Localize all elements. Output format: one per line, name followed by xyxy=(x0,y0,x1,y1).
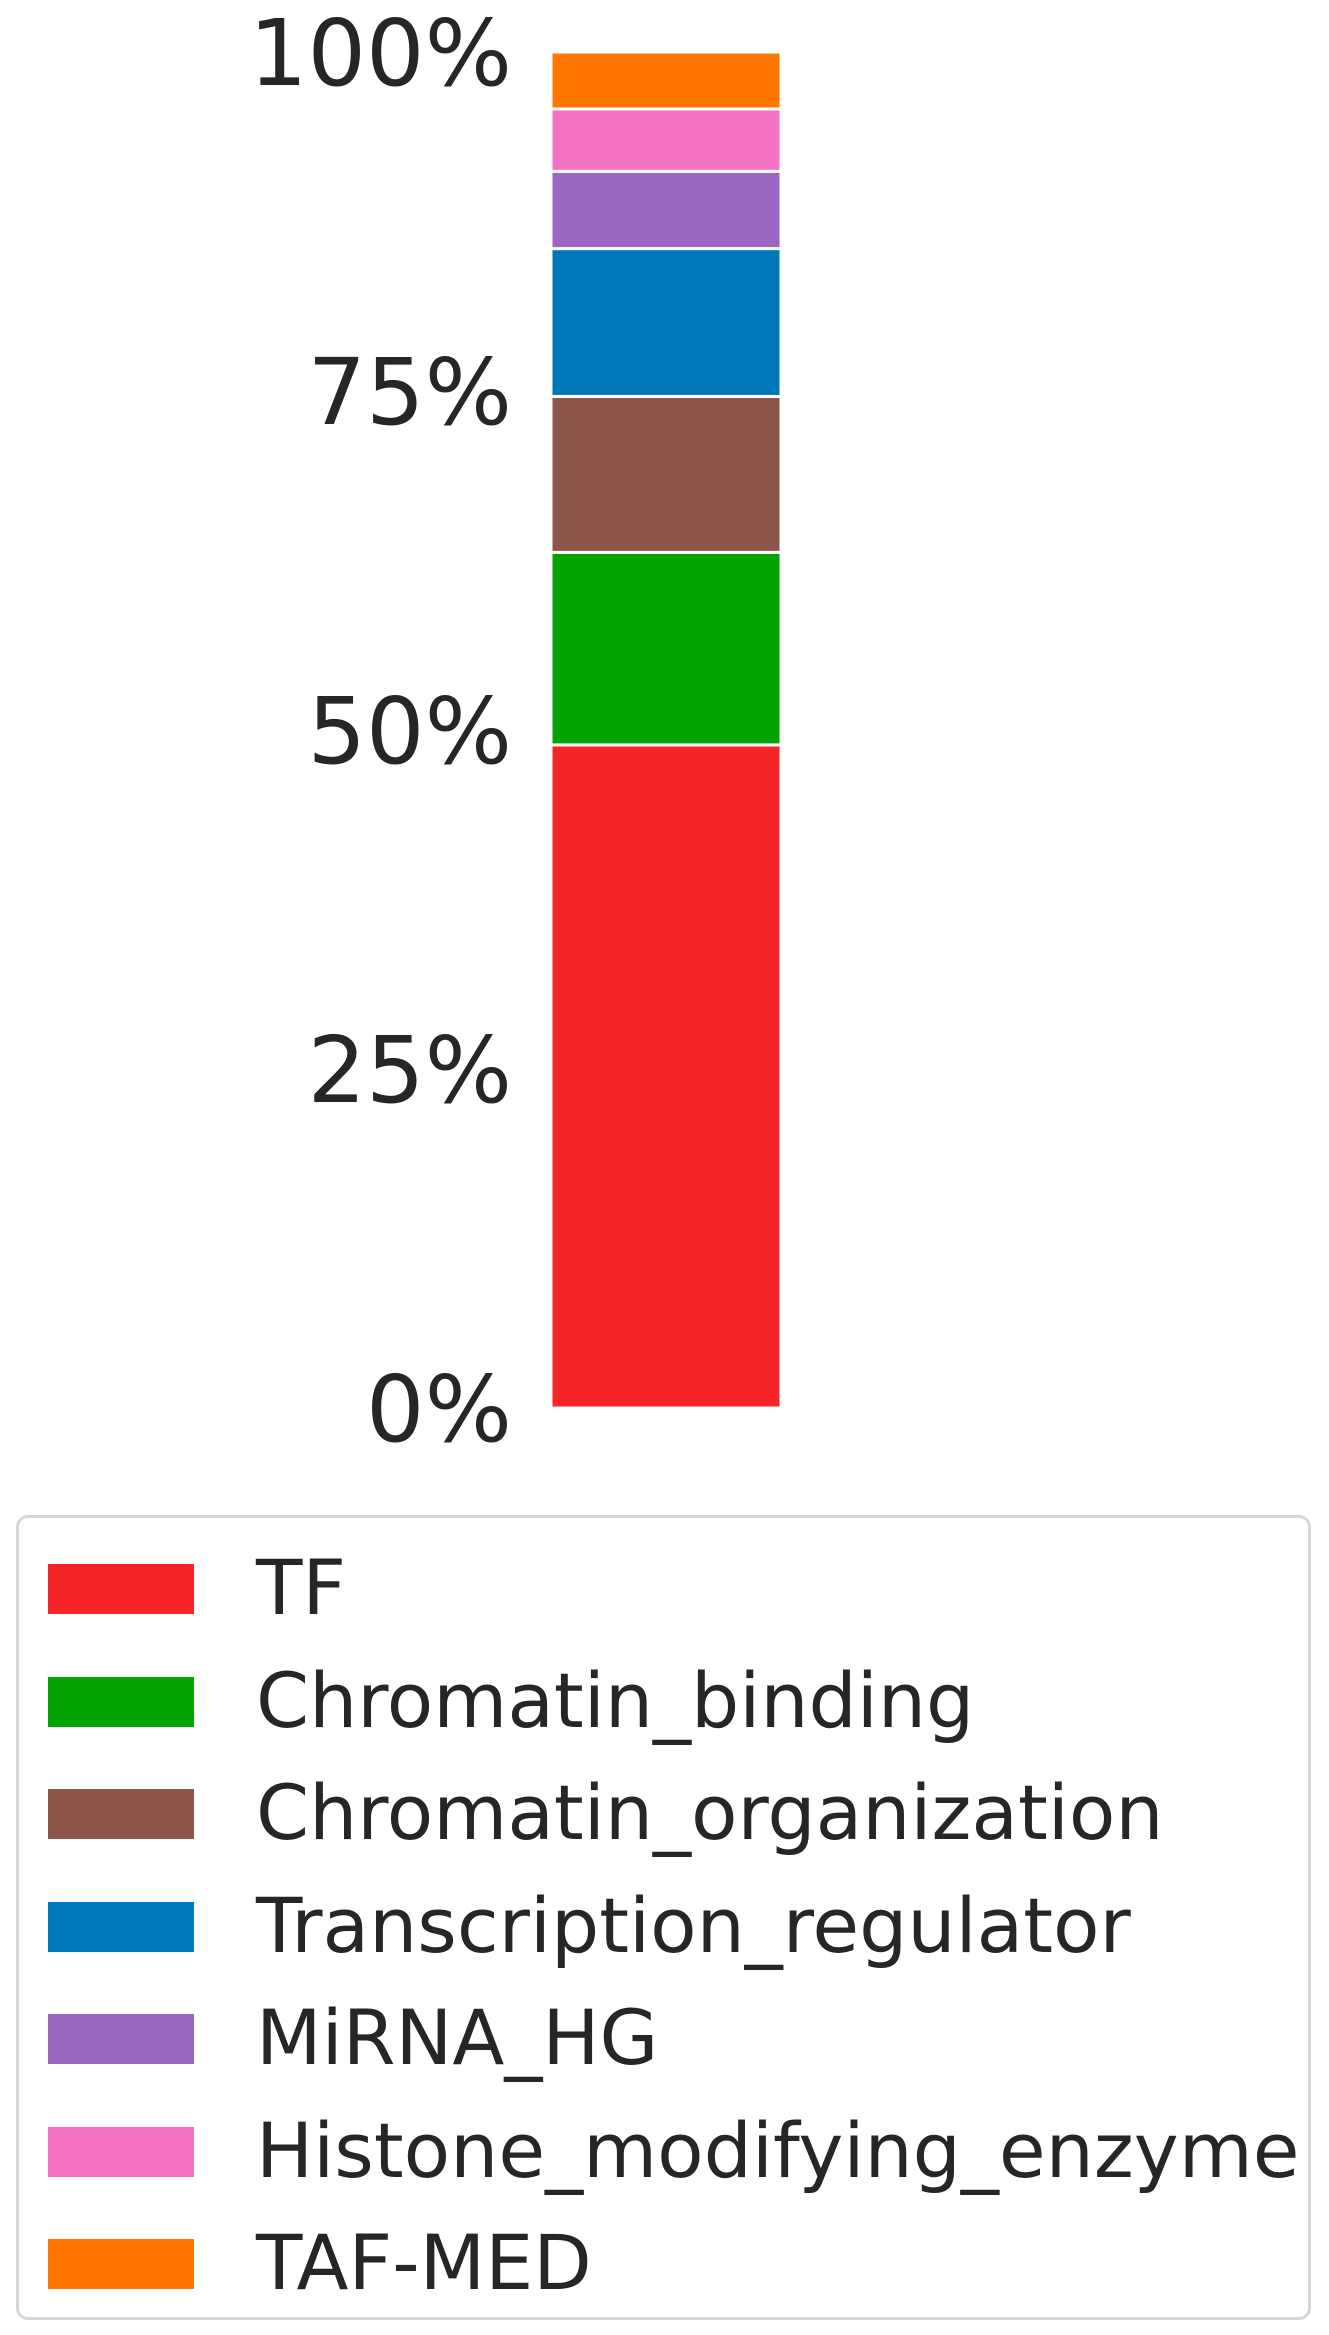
legend-label: TAF-MED xyxy=(256,2218,592,2307)
legend-item: Chromatin_organization xyxy=(19,1763,1308,1863)
bar-segment-transcription-regulator xyxy=(549,247,783,398)
legend-label: Histone_modifying_enzyme xyxy=(256,2105,1300,2195)
legend-item: Histone_modifying_enzyme xyxy=(19,2101,1308,2201)
legend-swatch xyxy=(48,1901,194,1952)
y-tick-label: 50% xyxy=(308,678,512,785)
legend-label: Transcription_regulator xyxy=(256,1880,1131,1970)
legend: TF Chromatin_binding Chromatin_organizatio… xyxy=(16,1515,1311,2320)
legend-swatch xyxy=(48,2014,194,2064)
bar-segment-mirna-hg xyxy=(549,169,783,251)
legend-label: TF xyxy=(256,1543,347,1632)
legend-label: Chromatin_organization xyxy=(256,1768,1164,1857)
y-tick-label: 25% xyxy=(308,1017,512,1124)
legend-item: TAF-MED xyxy=(19,2213,1308,2313)
legend-label: Chromatin_binding xyxy=(256,1655,975,1745)
bar-segment-chromatin-organization xyxy=(549,394,783,554)
legend-item: Chromatin_binding xyxy=(19,1651,1308,1751)
bar-segment-taf-med xyxy=(549,50,783,111)
legend-swatch xyxy=(48,1564,194,1614)
legend-item: TF xyxy=(19,1538,1308,1638)
legend-swatch xyxy=(48,2126,194,2177)
legend-item: MiRNA_HG xyxy=(19,1988,1308,2088)
bar-segment-tf xyxy=(549,743,783,1410)
y-tick-label: 0% xyxy=(366,1356,512,1463)
bar-segment-chromatin-binding xyxy=(549,550,783,747)
y-tick-label: 75% xyxy=(308,339,512,446)
bar-stack xyxy=(549,50,783,1410)
y-tick-label: 100% xyxy=(249,0,512,107)
stacked-bar-chart: 0% 25% 50% 75% 100% xyxy=(249,0,783,1463)
legend-swatch xyxy=(48,2239,194,2289)
legend-item: Transcription_regulator xyxy=(19,1876,1308,1976)
legend-swatch xyxy=(48,1676,194,1727)
bar-segment-histone-modifying-enzyme xyxy=(549,107,783,173)
legend-swatch xyxy=(48,1789,194,1839)
y-axis: 0% 25% 50% 75% 100% xyxy=(249,0,512,1463)
legend-label: MiRNA_HG xyxy=(256,1993,659,2082)
